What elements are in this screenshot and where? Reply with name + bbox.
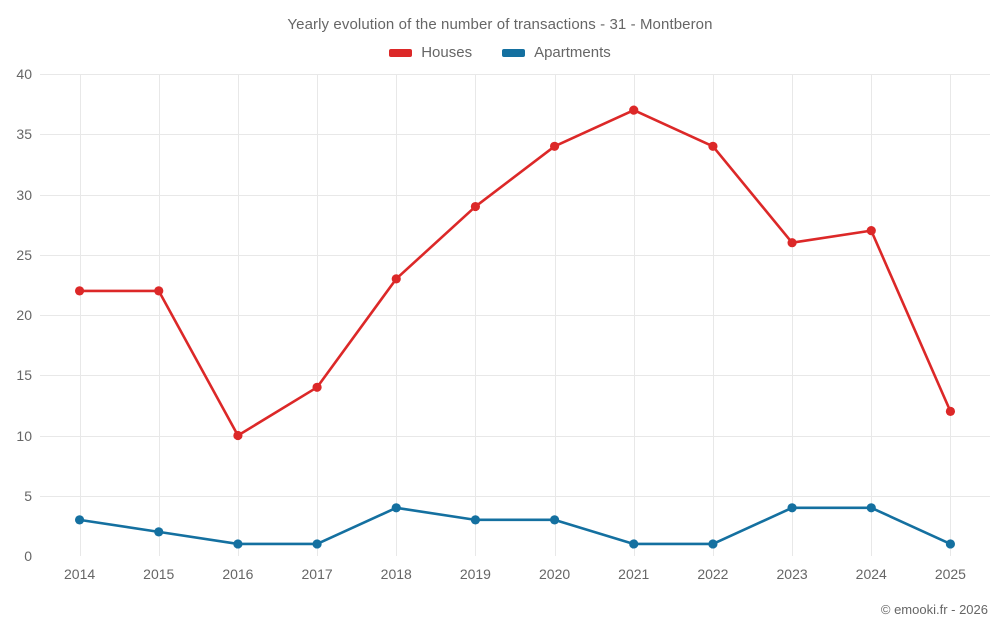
data-point-apartments-2025 (945, 539, 956, 549)
x-axis-labels: 2014 2015 2016 2017 2018 2019 2020 2021 2022 2023… (40, 566, 990, 590)
data-point-apartments-2023 (787, 503, 797, 513)
x-axis-tick-label: 2023 (776, 566, 808, 582)
chart-title: Yearly evolution of the number of transa… (287, 16, 713, 33)
series-line-houses (78, 108, 952, 437)
x-axis-tick-label: 2021 (618, 566, 650, 582)
legend-item-houses[interactable]: Houses (389, 44, 472, 61)
plot-svg (40, 74, 990, 556)
data-point-apartments-2016 (233, 539, 243, 549)
legend-item-label: Apartments (534, 44, 611, 61)
data-point-houses-2021 (629, 105, 639, 115)
y-axis-tick-label: 0 (24, 548, 32, 564)
x-axis-tick-label: 2014 (64, 566, 96, 582)
y-axis-labels: 0 5 10 15 20 25 30 35 40 (0, 66, 32, 564)
y-axis-tick-label: 15 (16, 367, 32, 384)
data-point-houses-2025 (945, 406, 956, 416)
data-point-houses-2015 (154, 286, 164, 296)
data-point-houses-2023 (787, 238, 797, 248)
data-point-apartments-2020 (549, 515, 560, 525)
data-point-apartments-2018 (391, 503, 401, 513)
data-point-houses-2019 (470, 201, 481, 212)
data-point-houses-2018 (391, 274, 401, 284)
data-point-houses-2016 (233, 430, 243, 441)
x-axis-tick-label: 2020 (539, 566, 571, 582)
y-axis-tick-label: 40 (16, 66, 32, 82)
legend-item-label: Houses (421, 44, 473, 61)
x-axis-tick-label: 2015 (143, 566, 175, 582)
data-point-apartments-2019 (470, 515, 481, 525)
series-line-apartments (78, 506, 952, 546)
data-point-apartments-2017 (312, 539, 322, 549)
legend-swatch-icon (389, 48, 413, 57)
data-point-houses-2014 (74, 286, 85, 296)
data-point-apartments-2022 (708, 539, 718, 549)
x-axis-tick-label: 2016 (222, 566, 254, 582)
y-axis-tick-label: 25 (16, 246, 32, 263)
y-axis-tick-label: 20 (16, 307, 32, 323)
data-point-houses-2022 (708, 141, 718, 151)
x-axis-tick-label: 2022 (697, 566, 729, 582)
y-axis-tick-label: 5 (24, 487, 32, 504)
x-axis-tick-label: 2017 (301, 566, 333, 582)
data-point-apartments-2024 (866, 503, 876, 513)
plot-area (40, 74, 990, 556)
x-axis-tick-label: 2024 (855, 566, 887, 582)
legend-item-apartments[interactable]: Apartments (502, 44, 611, 61)
x-axis-tick-label: 2018 (380, 566, 412, 582)
data-point-houses-2020 (549, 141, 560, 151)
data-point-apartments-2015 (154, 527, 164, 537)
x-axis-tick-label: 2019 (459, 566, 491, 582)
y-axis-tick-label: 35 (16, 126, 32, 143)
footer-credit: © emooki.fr - 2026 (880, 602, 988, 617)
y-axis-tick-label: 10 (16, 427, 32, 444)
data-point-houses-2024 (866, 226, 876, 236)
chart-legend: Houses Apartments (0, 44, 1000, 61)
data-point-apartments-2021 (629, 539, 639, 549)
data-point-houses-2017 (312, 382, 322, 392)
legend-swatch-icon (502, 48, 526, 57)
y-axis-tick-label: 30 (16, 186, 32, 203)
data-point-apartments-2014 (74, 515, 85, 525)
x-axis-tick-label: 2025 (934, 566, 966, 582)
